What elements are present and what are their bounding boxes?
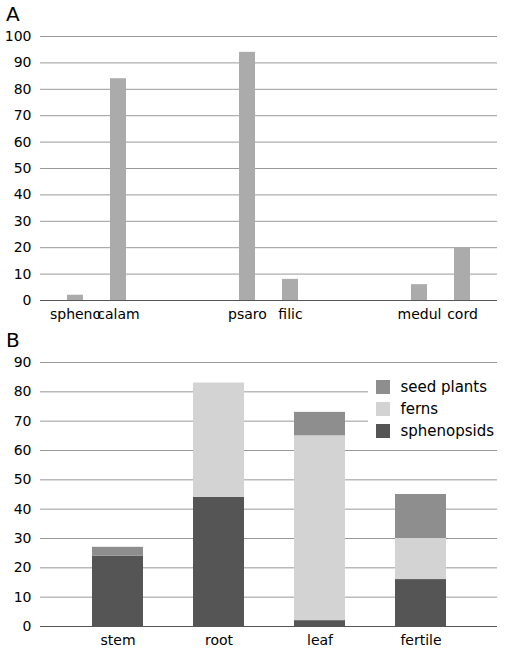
svg-text:stem: stem <box>100 632 135 648</box>
svg-text:fertile: fertile <box>400 632 441 648</box>
svg-text:medul: medul <box>398 306 442 322</box>
svg-text:psaro: psaro <box>228 306 267 322</box>
svg-text:60: 60 <box>14 134 32 150</box>
svg-text:10: 10 <box>14 266 32 282</box>
svg-text:90: 90 <box>14 354 32 370</box>
svg-text:60: 60 <box>14 442 32 458</box>
svg-text:50: 50 <box>14 471 32 487</box>
svg-text:0: 0 <box>23 292 32 308</box>
svg-text:50: 50 <box>14 160 32 176</box>
svg-text:root: root <box>205 632 234 648</box>
html-text:ferns: ferns <box>400 400 439 418</box>
html-text:sphenopsids: sphenopsids <box>400 422 494 440</box>
svg-text:filic: filic <box>278 306 302 322</box>
svg-text:70: 70 <box>14 413 32 429</box>
html-text:B: B <box>6 328 20 352</box>
svg-text:40: 40 <box>14 501 32 517</box>
svg-text:leaf: leaf <box>307 632 334 648</box>
html-text:seed plants: seed plants <box>400 378 487 396</box>
svg-text:20: 20 <box>14 559 32 575</box>
svg-text:0: 0 <box>23 618 32 634</box>
svg-text:30: 30 <box>14 530 32 546</box>
svg-text:100: 100 <box>5 28 32 44</box>
svg-text:90: 90 <box>14 54 32 70</box>
svg-text:80: 80 <box>14 81 32 97</box>
html-text:A: A <box>6 2 20 26</box>
svg-text:spheno: spheno <box>50 306 101 322</box>
svg-text:80: 80 <box>14 383 32 399</box>
svg-text:cord: cord <box>447 306 478 322</box>
svg-text:20: 20 <box>14 239 32 255</box>
svg-text:10: 10 <box>14 589 32 605</box>
svg-text:calam: calam <box>97 306 139 322</box>
svg-text:70: 70 <box>14 107 32 123</box>
svg-text:40: 40 <box>14 186 32 202</box>
svg-text:30: 30 <box>14 213 32 229</box>
